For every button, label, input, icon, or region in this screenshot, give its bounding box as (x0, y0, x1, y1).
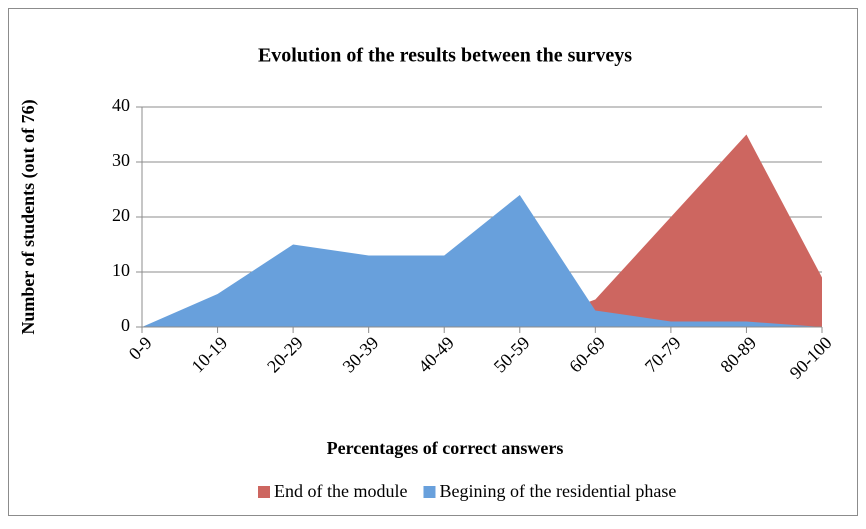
legend-label: Begining of the residential phase (439, 481, 676, 501)
legend-swatch (423, 486, 436, 498)
area (142, 134, 822, 327)
y-axis-label: Number of students (out of 76) (18, 99, 39, 334)
y-tick-label: 20 (112, 205, 130, 225)
y-tick-label: 30 (112, 150, 130, 170)
y-tick-label: 10 (112, 260, 130, 280)
legend: End of the module Begining of the residen… (258, 481, 676, 501)
x-axis-label: Percentages of correct answers (327, 438, 564, 458)
y-tick-label: 40 (112, 95, 130, 115)
legend-label: End of the module (274, 481, 407, 501)
legend-swatch (258, 486, 270, 498)
areas (142, 134, 822, 327)
chart-title: Evolution of the results between the sur… (258, 45, 632, 67)
y-tick-label: 0 (121, 315, 130, 335)
area (142, 195, 822, 327)
